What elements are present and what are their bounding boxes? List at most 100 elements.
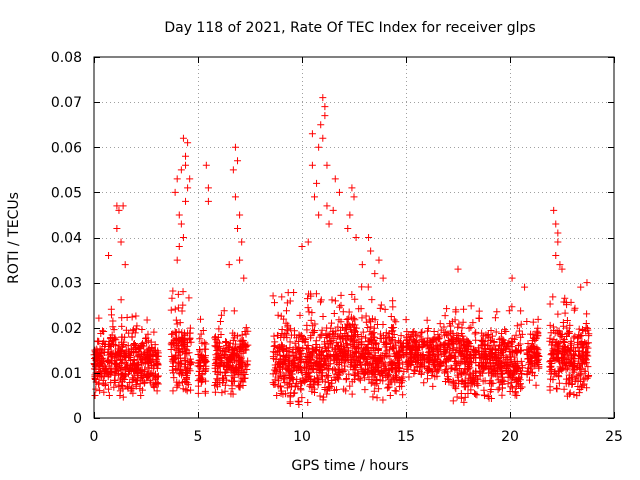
data-point xyxy=(447,329,455,337)
data-point xyxy=(581,367,589,375)
data-point xyxy=(288,375,296,383)
data-point xyxy=(183,376,191,384)
data-point xyxy=(570,350,578,358)
data-point xyxy=(442,362,450,370)
data-point xyxy=(351,343,359,351)
data-point xyxy=(336,366,344,374)
data-point xyxy=(321,340,329,348)
data-point xyxy=(120,350,128,358)
data-point xyxy=(495,384,503,392)
data-point xyxy=(240,369,248,377)
x-tick-label: 15 xyxy=(397,429,415,445)
data-point xyxy=(344,352,352,360)
data-point xyxy=(152,357,160,365)
data-point xyxy=(564,345,572,353)
data-point xyxy=(579,352,587,360)
data-point xyxy=(289,366,297,374)
data-point xyxy=(168,294,176,302)
data-point xyxy=(175,243,183,251)
data-point xyxy=(138,366,146,374)
data-point xyxy=(510,353,518,361)
data-point xyxy=(582,319,590,327)
data-point xyxy=(373,320,381,328)
data-point xyxy=(200,339,208,347)
data-point xyxy=(355,348,363,356)
data-point xyxy=(348,390,356,398)
data-point xyxy=(100,328,108,336)
data-point xyxy=(168,338,176,346)
data-point xyxy=(459,318,467,326)
data-point xyxy=(457,352,465,360)
data-point xyxy=(494,364,502,372)
data-point xyxy=(183,366,191,374)
data-point xyxy=(119,385,127,393)
data-point xyxy=(232,340,240,348)
data-point xyxy=(132,361,140,369)
data-point xyxy=(511,346,519,354)
data-point xyxy=(546,386,554,394)
data-point xyxy=(583,348,591,356)
data-point xyxy=(184,184,192,192)
data-point xyxy=(214,370,222,378)
data-point xyxy=(150,383,158,391)
data-point xyxy=(304,399,312,407)
data-point xyxy=(356,376,364,384)
data-point xyxy=(307,357,315,365)
data-point xyxy=(112,369,120,377)
data-point xyxy=(144,330,152,338)
data-point xyxy=(131,329,139,337)
data-point xyxy=(316,392,324,400)
data-point xyxy=(346,211,354,219)
data-point xyxy=(361,386,369,394)
data-point xyxy=(236,256,244,264)
data-point xyxy=(404,365,412,373)
data-point xyxy=(339,368,347,376)
data-point xyxy=(518,364,526,372)
data-point xyxy=(402,316,410,324)
data-point xyxy=(479,366,487,374)
data-point xyxy=(181,356,189,364)
data-point xyxy=(200,359,208,367)
data-point xyxy=(563,301,571,309)
data-point xyxy=(219,363,227,371)
data-point xyxy=(95,314,103,322)
data-point xyxy=(433,346,441,354)
data-point xyxy=(321,112,329,120)
data-point xyxy=(449,377,457,385)
data-point xyxy=(105,252,113,260)
data-point xyxy=(389,344,397,352)
data-point xyxy=(148,344,156,352)
data-point xyxy=(564,364,572,372)
data-point xyxy=(291,389,299,397)
data-point xyxy=(291,383,299,391)
data-point xyxy=(412,345,420,353)
data-point xyxy=(369,393,377,401)
data-point xyxy=(122,360,130,368)
data-point xyxy=(312,290,320,298)
data-point xyxy=(100,388,108,396)
data-point xyxy=(334,361,342,369)
data-point xyxy=(396,364,404,372)
data-point xyxy=(244,327,252,335)
data-point xyxy=(406,336,414,344)
data-point xyxy=(484,365,492,373)
data-point xyxy=(308,383,316,391)
data-point xyxy=(301,338,309,346)
data-point xyxy=(315,211,323,219)
data-point xyxy=(354,331,362,339)
data-point xyxy=(227,390,235,398)
data-point xyxy=(323,373,331,381)
data-point xyxy=(558,265,566,273)
data-point xyxy=(575,371,583,379)
data-point xyxy=(99,348,107,356)
data-point xyxy=(290,289,298,297)
data-point xyxy=(276,382,284,390)
data-point xyxy=(436,320,444,328)
data-point xyxy=(286,297,294,305)
data-point xyxy=(176,319,184,327)
data-point xyxy=(447,322,455,330)
data-point xyxy=(311,375,319,383)
data-point xyxy=(430,362,438,370)
data-point xyxy=(110,383,118,391)
data-point xyxy=(405,373,413,381)
